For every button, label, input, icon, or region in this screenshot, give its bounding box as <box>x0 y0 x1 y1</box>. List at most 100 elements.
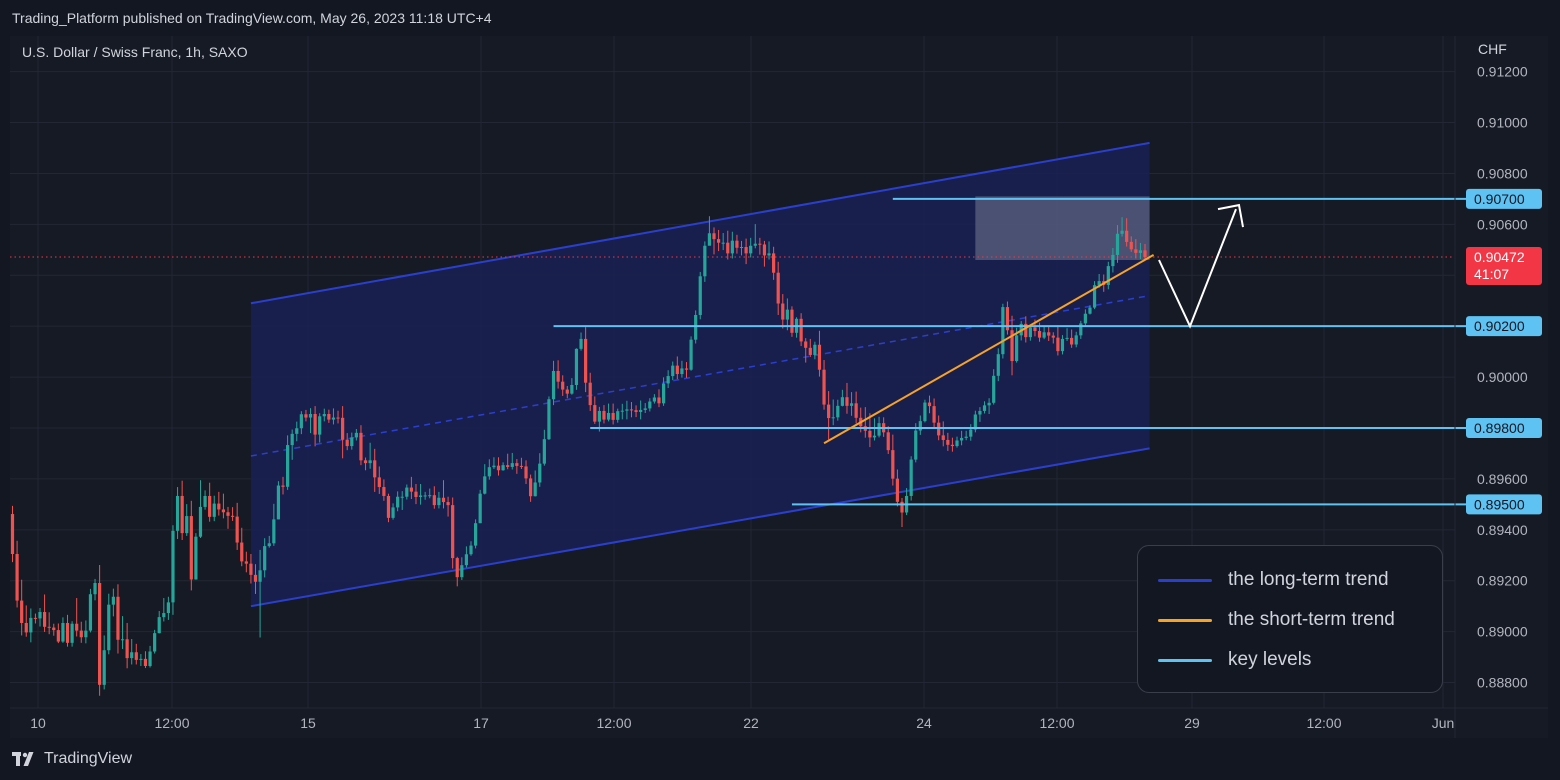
candle-body <box>781 303 785 320</box>
candle <box>551 360 556 406</box>
candle <box>308 408 313 434</box>
candle <box>785 298 789 331</box>
candle-body <box>400 496 404 498</box>
candle-body <box>616 411 620 420</box>
currency-label: CHF <box>1478 41 1507 57</box>
candle-body <box>1115 233 1120 255</box>
price-tick-label: 0.89600 <box>1477 471 1528 487</box>
time-tick-label: 15 <box>300 715 316 731</box>
candle-body <box>1129 241 1133 250</box>
legend-label-key-levels: key levels <box>1228 649 1312 670</box>
candle <box>510 452 514 470</box>
candle <box>414 484 418 505</box>
candle <box>900 498 904 528</box>
candle-body <box>116 596 120 640</box>
candle-body <box>478 493 482 524</box>
candle-body <box>473 523 478 546</box>
candle-body <box>982 405 987 411</box>
candle <box>1120 217 1124 237</box>
candle <box>955 436 959 448</box>
candle <box>336 410 340 424</box>
legend-label-short-term: the short-term trend <box>1228 609 1395 630</box>
candle <box>70 621 74 647</box>
candle <box>1125 218 1129 247</box>
price-tick-label: 0.90600 <box>1477 216 1528 232</box>
candle-body <box>992 375 996 403</box>
candle <box>556 360 560 389</box>
candle <box>776 261 780 315</box>
candle <box>978 407 982 422</box>
candle <box>721 233 725 251</box>
candle <box>529 474 533 502</box>
candle-body <box>671 365 675 377</box>
candle <box>290 429 294 460</box>
candle-body <box>469 545 473 555</box>
candle-body <box>1088 307 1092 314</box>
candle <box>836 399 840 421</box>
candle <box>753 224 757 249</box>
candle <box>409 476 413 500</box>
candle <box>217 491 221 516</box>
candle <box>849 392 854 416</box>
candle-body <box>185 516 189 534</box>
candle-body <box>831 417 835 419</box>
candle <box>483 464 487 495</box>
candle-body <box>574 348 579 385</box>
candle <box>918 415 922 435</box>
candle-body <box>1106 266 1110 285</box>
candle-body <box>547 399 551 440</box>
candle <box>964 430 968 441</box>
consolidation-zone <box>975 196 1150 260</box>
candle-body <box>758 243 762 245</box>
candle-body <box>684 368 689 370</box>
legend-swatch-long-term <box>1158 578 1212 582</box>
candle-body <box>996 354 1000 376</box>
candle <box>478 489 482 524</box>
candle-body <box>579 338 583 349</box>
price-chart[interactable]: 0.912000.910000.908000.906000.904000.902… <box>10 36 1548 738</box>
candle <box>318 413 322 443</box>
candle <box>762 240 767 267</box>
candle-body <box>606 412 611 420</box>
candle-body <box>611 412 615 420</box>
candle <box>359 425 363 466</box>
candle <box>519 457 524 469</box>
candle-body <box>822 369 826 405</box>
tradingview-logo[interactable]: TradingView <box>12 750 132 768</box>
candle-body <box>790 309 794 333</box>
candle <box>88 588 93 633</box>
chart-frame[interactable]: 0.912000.910000.908000.906000.904000.902… <box>10 36 1548 738</box>
candle-body <box>322 414 326 417</box>
candle-body <box>52 627 56 631</box>
candle-body <box>24 622 28 633</box>
candle-body <box>460 565 464 578</box>
candle-body <box>639 409 643 412</box>
candle <box>107 593 111 655</box>
candle <box>111 588 115 617</box>
candle <box>153 629 157 654</box>
candle-body <box>588 382 592 406</box>
candle-body <box>923 402 927 422</box>
candle <box>331 408 336 425</box>
candle-body <box>767 253 771 256</box>
candle <box>666 370 670 389</box>
candle <box>1070 329 1074 348</box>
candle-body <box>175 495 180 531</box>
price-tick-label: 0.90000 <box>1477 369 1528 385</box>
candle-body <box>813 344 817 355</box>
candle-body <box>652 397 656 402</box>
candle <box>827 391 831 440</box>
candle-body <box>1143 250 1147 257</box>
candle <box>267 535 271 548</box>
candle <box>895 469 900 507</box>
candle-body <box>267 543 271 547</box>
candle <box>226 506 230 529</box>
candle <box>382 479 386 501</box>
candle-body <box>230 515 235 517</box>
key-level-tag <box>1466 316 1542 337</box>
long-term-channel-middle <box>250 294 1150 457</box>
time-tick-label: 22 <box>743 715 759 731</box>
candle <box>891 434 895 486</box>
candle-body <box>47 626 51 628</box>
candle <box>377 466 381 494</box>
